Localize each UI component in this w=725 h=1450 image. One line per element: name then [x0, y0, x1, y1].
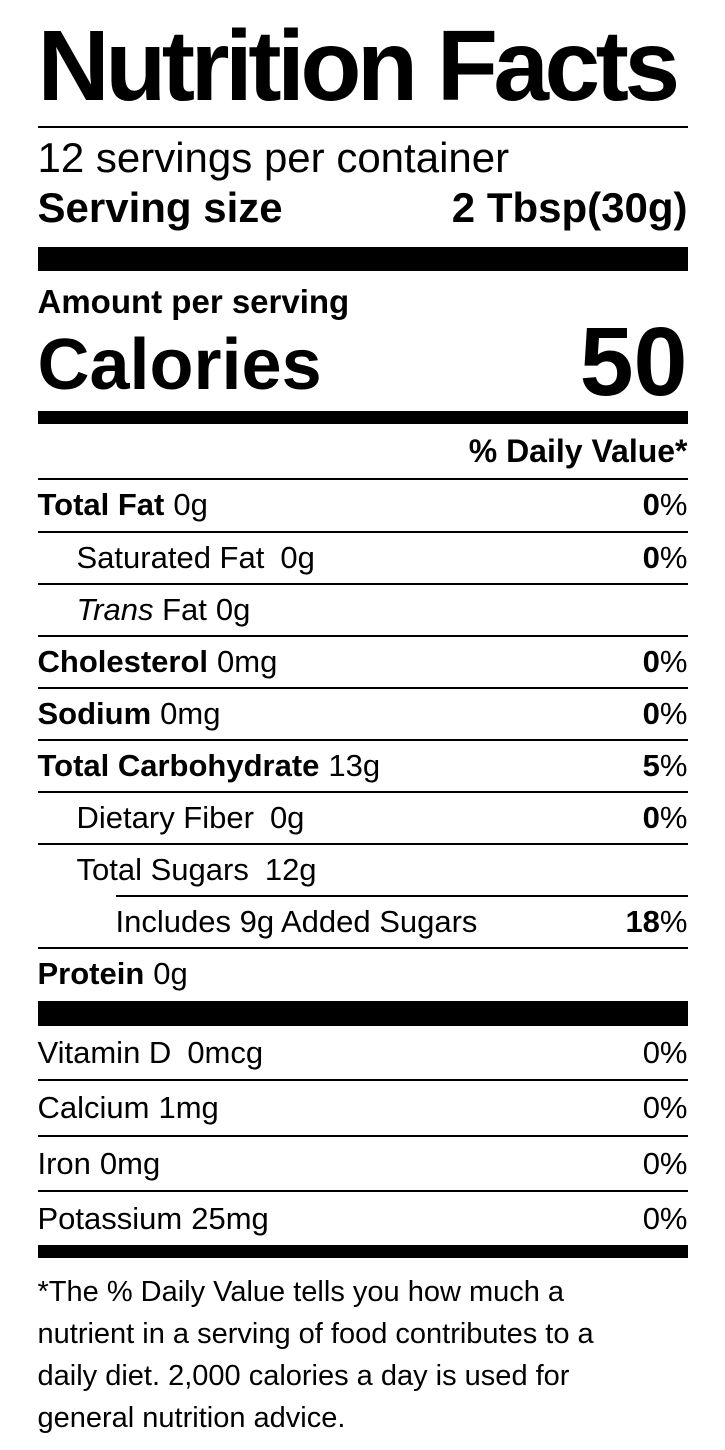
- nutrient-row-added-sugars: Includes 9g Added Sugars 18%: [37, 897, 688, 950]
- vitamin-row-vitamin-d: Vitamin D 0mcg 0%: [37, 1026, 688, 1082]
- calories-value: 50: [579, 306, 688, 416]
- serving-size-label: Serving size: [37, 184, 283, 232]
- nutrient-row-saturated-fat: Saturated Fat 0g 0%: [37, 533, 688, 585]
- vitamin-row-potassium: Potassium 25mg 0%: [38, 1192, 688, 1245]
- nutrient-name-amount: Includes 9g Added Sugars: [115, 904, 478, 940]
- vitamin-row-iron: Iron 0mg 0%: [37, 1137, 688, 1192]
- nutrient-name-amount: Dietary Fiber 0g: [76, 799, 305, 835]
- nutrient-row-total-fat: Total Fat 0g 0%: [37, 480, 688, 533]
- daily-value: 0%: [642, 643, 688, 679]
- nutrient-row-sodium: Sodium 0mg 0%: [37, 689, 688, 741]
- nutrient-row-total-carbohydrate: Total Carbohydrate 13g 5%: [37, 741, 688, 793]
- added-sugars-inset-divider: [115, 895, 688, 898]
- title-divider: [37, 126, 688, 128]
- footnote-line: *The % Daily Value tells you how much a: [37, 1275, 565, 1308]
- nutrient-row-cholesterol: Cholesterol 0mg 0%: [37, 637, 688, 689]
- nutrient-row-trans-fat: Trans Fat 0g: [37, 585, 688, 637]
- nutrient-name-amount: Total Sugars 12g: [76, 852, 317, 888]
- serving-size-value: 2 Tbsp(30g): [451, 184, 688, 232]
- nutrient-name-amount: Vitamin D 0mcg: [37, 1035, 264, 1071]
- daily-value-header: % Daily Value*: [37, 424, 688, 481]
- nutrition-facts-label: Nutrition Facts 12 servings per containe…: [37, 0, 688, 1439]
- daily-value: 0%: [642, 1200, 688, 1236]
- nutrient-name-amount: Total Fat 0g: [37, 487, 208, 523]
- amount-per-serving-label: Amount per serving: [37, 282, 350, 320]
- nutrient-name-amount: Saturated Fat 0g: [76, 539, 315, 575]
- nutrient-row-dietary-fiber: Dietary Fiber 0g 0%: [37, 793, 688, 846]
- section-bar-medium: [37, 411, 688, 425]
- section-bar-thick: [37, 246, 688, 271]
- section-bar-thick: [37, 1001, 688, 1027]
- calories-label: Calories: [37, 325, 322, 406]
- calories-row: Calories 50: [37, 306, 688, 416]
- nutrient-name-amount: Total Carbohydrate 13g: [37, 747, 381, 783]
- daily-value: 0%: [642, 487, 688, 523]
- nutrient-name-amount: Potassium 25mg: [37, 1200, 269, 1236]
- daily-value: 0%: [642, 1145, 688, 1181]
- nutrient-name-amount: Protein 0g: [37, 956, 188, 992]
- daily-value: 0%: [642, 799, 688, 835]
- vitamin-row-calcium: Calcium 1mg 0%: [37, 1081, 688, 1137]
- daily-value: 5%: [642, 747, 688, 783]
- nutrient-name-amount: Trans Fat 0g: [76, 591, 251, 627]
- daily-value-footnote: *The % Daily Value tells you how much a …: [38, 1271, 688, 1439]
- daily-value: 0%: [642, 1035, 688, 1071]
- nutrient-name-amount: Calcium 1mg: [37, 1090, 219, 1126]
- footnote-line: general nutrition advice.: [37, 1401, 346, 1434]
- nutrient-row-protein: Protein 0g: [38, 949, 688, 999]
- footnote-line: nutrient in a serving of food contribute…: [37, 1317, 594, 1350]
- label-title: Nutrition Facts: [37, 10, 681, 122]
- nutrient-name-amount: Sodium 0mg: [37, 695, 221, 731]
- servings-per-container: 12 servings per container: [37, 134, 510, 181]
- footnote-line: daily diet. 2,000 calories a day is used…: [37, 1359, 570, 1392]
- nutrient-name-amount: Iron 0mg: [37, 1145, 161, 1181]
- serving-size-row: Serving size 2 Tbsp(30g): [38, 184, 688, 232]
- daily-value: 0%: [642, 539, 688, 575]
- daily-value: 18%: [625, 904, 688, 940]
- nutrient-name-amount: Cholesterol 0mg: [37, 643, 278, 679]
- section-bar-medium: [37, 1244, 688, 1258]
- daily-value: 0%: [642, 695, 688, 731]
- daily-value: 0%: [642, 1090, 688, 1126]
- nutrient-row-total-sugars: Total Sugars 12g: [38, 845, 688, 895]
